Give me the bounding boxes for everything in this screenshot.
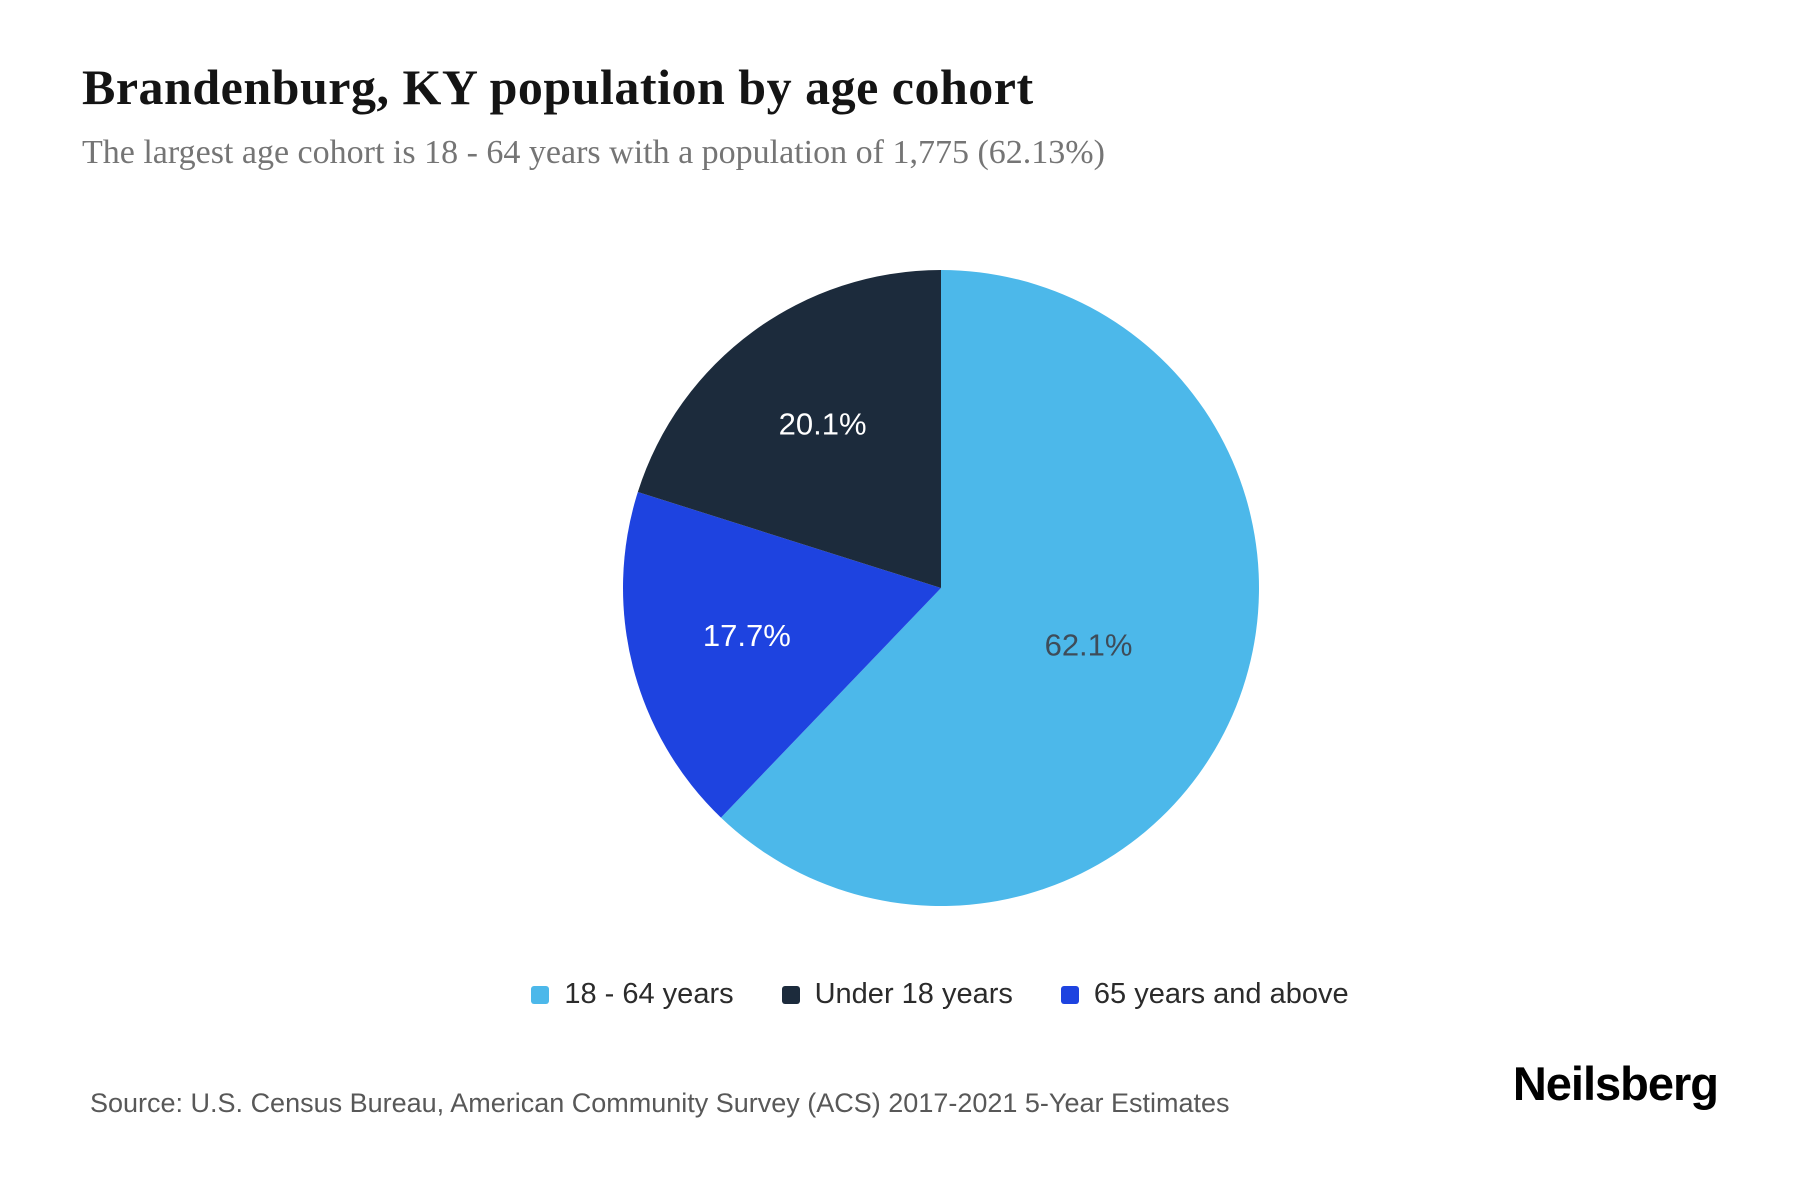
pie-slice-label: 17.7% bbox=[703, 618, 791, 653]
legend-label: Under 18 years bbox=[814, 978, 1013, 1010]
legend-swatch-icon bbox=[531, 985, 550, 1004]
neilsberg-logo: Neilsberg bbox=[1512, 1057, 1719, 1110]
legend-swatch-icon bbox=[1060, 985, 1079, 1004]
pie-slice-label: 20.1% bbox=[779, 407, 867, 442]
legend-label: 18 - 64 years bbox=[564, 978, 734, 1010]
chart-title: Brandenburg, KY population by age cohort bbox=[82, 59, 1034, 115]
pie-slice-2 bbox=[637, 270, 941, 588]
legend-item: 18 - 64 years bbox=[531, 978, 734, 1011]
pie-slice-0 bbox=[720, 270, 1259, 906]
pie-slice-1 bbox=[623, 492, 941, 818]
legend-label: 65 years and above bbox=[1093, 978, 1349, 1010]
pie-slice-label: 62.1% bbox=[1045, 627, 1133, 662]
legend-swatch-icon bbox=[781, 985, 800, 1004]
legend: 18 - 64 years Under 18 years 65 years and … bbox=[0, 978, 1800, 1011]
chart-subtitle: The largest age cohort is 18 - 64 years … bbox=[82, 134, 1105, 171]
legend-item: 65 years and above bbox=[1060, 978, 1349, 1011]
pie-chart: 62.1% 17.7% 20.1% bbox=[623, 270, 1259, 906]
legend-item: Under 18 years bbox=[781, 978, 1013, 1011]
source-text: Source: U.S. Census Bureau, American Com… bbox=[90, 1088, 1230, 1118]
